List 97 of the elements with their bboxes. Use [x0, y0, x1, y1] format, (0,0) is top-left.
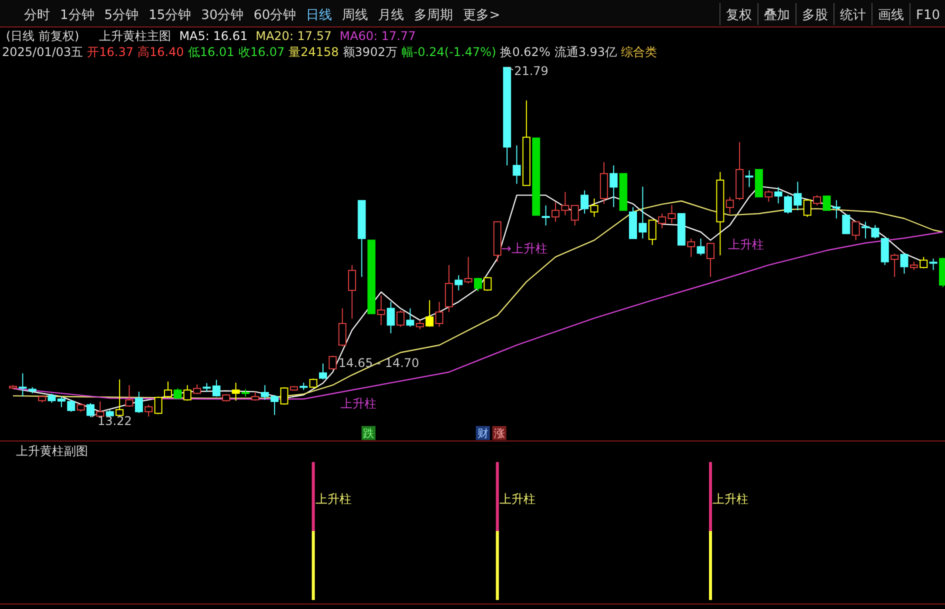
- annotation: 13.22: [98, 414, 132, 428]
- candlestick: [880, 238, 889, 266]
- text: 30分钟: [201, 8, 244, 23]
- candlestick: [164, 380, 172, 398]
- text: F10: [916, 8, 940, 23]
- candlestick: [706, 242, 714, 278]
- candlestick: [348, 264, 356, 320]
- annotation: 上升柱: [315, 492, 352, 506]
- annotation: →上升柱: [501, 241, 548, 256]
- candlestick: [570, 204, 579, 226]
- candlestick: [174, 388, 182, 400]
- annotation: 14.65 - 14.70: [338, 356, 420, 370]
- candlestick: [406, 308, 414, 328]
- text: 月线: [378, 8, 404, 23]
- text: 额3902万: [342, 45, 398, 59]
- text: MA5: 16.61: [179, 29, 248, 43]
- candlestick: [871, 224, 880, 240]
- annotation: 上升柱: [728, 237, 764, 252]
- candlestick: [444, 264, 453, 313]
- chart-subtitle: (日线 前复权): [6, 29, 80, 43]
- text: 涨: [494, 427, 505, 440]
- text: 多周期: [414, 8, 454, 23]
- text: 2025/01/03五: [2, 45, 84, 59]
- candlestick: [745, 170, 754, 188]
- candlestick: [590, 198, 598, 218]
- candlestick: [338, 308, 346, 347]
- candlestick: [154, 396, 162, 415]
- text: 换0.62%: [500, 45, 550, 59]
- candlestick: [580, 190, 589, 214]
- candlestick: [890, 253, 899, 278]
- candlestick: [386, 301, 395, 334]
- candlestick: [668, 204, 676, 224]
- candlestick: [726, 196, 734, 214]
- candlestick: [18, 372, 27, 398]
- candlestick: [832, 200, 840, 220]
- candlestick: [862, 221, 870, 240]
- chart-title: 上升黄柱副图: [16, 444, 88, 458]
- candlestick: [232, 382, 240, 402]
- chart-title: 上升黄柱主图: [99, 29, 172, 43]
- candlestick: [96, 400, 104, 418]
- annotation: 21.79: [514, 64, 548, 78]
- candlestick: [822, 196, 831, 211]
- text: 分时: [24, 8, 50, 23]
- candlestick: [474, 277, 482, 292]
- candlestick: [86, 402, 94, 418]
- annotation: 上升柱: [340, 396, 376, 411]
- text: 高16.40: [138, 45, 184, 59]
- candlestick: [696, 238, 705, 256]
- text: 综合类: [621, 45, 658, 59]
- text: 周线: [342, 8, 368, 23]
- candlestick: [610, 164, 618, 208]
- candlestick: [454, 274, 463, 291]
- text: 收16.07: [238, 45, 285, 59]
- candlestick: [319, 363, 327, 380]
- text: 叠加: [764, 8, 790, 23]
- candlestick: [309, 378, 318, 389]
- candlestick: [842, 214, 850, 234]
- text: 日线: [306, 8, 332, 23]
- candlestick: [687, 238, 696, 258]
- candlestick: [512, 144, 521, 184]
- candlestick: [435, 301, 444, 328]
- candlestick: [764, 190, 773, 202]
- candlestick: [426, 300, 434, 328]
- text: 跌: [363, 427, 374, 440]
- annotation: 上升柱: [712, 492, 748, 506]
- text: 多股: [802, 8, 828, 23]
- text: 60分钟: [254, 8, 296, 23]
- candlestick: [464, 256, 472, 284]
- text: 画线: [878, 8, 904, 23]
- text: 15分钟: [148, 8, 192, 23]
- text: 开16.37: [87, 45, 134, 59]
- text: 流通3.93亿: [554, 45, 618, 59]
- candlestick: [125, 384, 134, 408]
- text: 财: [477, 427, 488, 440]
- candlestick: [774, 186, 782, 204]
- candlestick: [134, 391, 143, 414]
- annotation: 上升柱: [499, 492, 536, 506]
- candlestick: [852, 221, 860, 241]
- text: 1分钟: [60, 8, 94, 23]
- text: 复权: [726, 8, 752, 23]
- text: 量24158: [288, 45, 339, 59]
- text: 统计: [840, 8, 866, 23]
- candlestick: [377, 294, 386, 326]
- text: 低16.01: [188, 45, 234, 59]
- text: 幅-0.24(-1.47%): [401, 45, 496, 59]
- candlestick: [328, 355, 337, 370]
- candlestick: [144, 404, 153, 418]
- candlestick: [929, 258, 938, 270]
- text: 5分钟: [104, 8, 139, 23]
- candlestick: [116, 378, 124, 417]
- candlestick: [900, 254, 908, 274]
- text: MA20: 17.57: [256, 29, 332, 43]
- text: MA60: 17.77: [340, 29, 416, 43]
- text: 更多>: [463, 8, 500, 23]
- candlestick: [396, 310, 404, 328]
- candlestick: [542, 204, 550, 226]
- candlestick: [484, 276, 492, 292]
